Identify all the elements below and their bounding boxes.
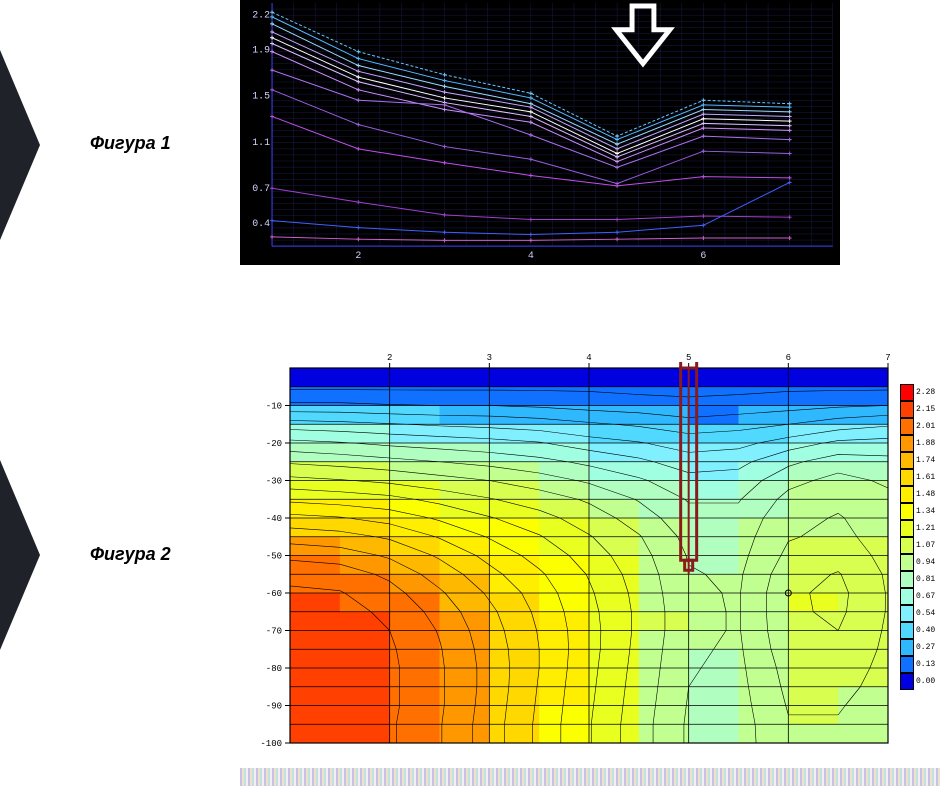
svg-text:-80: -80 — [266, 664, 282, 674]
legend-swatch — [900, 588, 914, 605]
legend-row: 1.07 — [900, 537, 940, 554]
svg-text:2: 2 — [387, 353, 392, 363]
legend-swatch — [900, 486, 914, 503]
legend-swatch — [900, 435, 914, 452]
legend-row: 0.00 — [900, 673, 940, 690]
svg-text:4: 4 — [528, 250, 534, 261]
svg-text:-10: -10 — [266, 402, 282, 412]
legend-row: 0.27 — [900, 639, 940, 656]
legend-swatch — [900, 537, 914, 554]
svg-text:1.5: 1.5 — [252, 91, 270, 102]
legend-value: 2.15 — [914, 405, 935, 414]
legend-row: 2.28 — [900, 384, 940, 401]
legend-value: 0.40 — [914, 626, 935, 635]
legend-row: 1.48 — [900, 486, 940, 503]
legend-swatch — [900, 452, 914, 469]
legend-swatch — [900, 384, 914, 401]
legend-swatch — [900, 639, 914, 656]
legend-row: 1.88 — [900, 435, 940, 452]
svg-text:1.1: 1.1 — [252, 137, 270, 148]
legend-swatch — [900, 554, 914, 571]
svg-text:6: 6 — [786, 353, 791, 363]
legend-row: 0.40 — [900, 622, 940, 639]
figure-2-legend: 2.28 2.15 2.01 1.88 1.74 1.61 1.48 1.34 1.21 1.07… — [900, 384, 940, 690]
svg-text:3: 3 — [487, 353, 492, 363]
legend-row: 0.81 — [900, 571, 940, 588]
legend-row: 1.61 — [900, 469, 940, 486]
legend-row: 0.94 — [900, 554, 940, 571]
figure-2-contour-map: 2 3 4 5 6 7 -10 -20 -30 -40 -50 -60 -70 -80 -90 -100 2.… — [240, 348, 940, 748]
legend-row: 2.01 — [900, 418, 940, 435]
svg-text:5: 5 — [686, 353, 691, 363]
figure-1-label: Фигура 1 — [90, 133, 171, 154]
svg-text:0.4: 0.4 — [252, 218, 270, 229]
legend-value: 2.28 — [914, 388, 935, 397]
legend-swatch — [900, 418, 914, 435]
legend-value: 1.61 — [914, 473, 935, 482]
page: Фигура 1 Фигура 2 0.40.71.11.51.92.2246 … — [0, 0, 940, 788]
legend-value: 0.81 — [914, 575, 935, 584]
legend-swatch — [900, 622, 914, 639]
legend-swatch — [900, 605, 914, 622]
svg-text:7: 7 — [885, 353, 890, 363]
svg-text:-60: -60 — [266, 589, 282, 599]
svg-text:-100: -100 — [260, 739, 282, 748]
legend-value: 1.34 — [914, 507, 935, 516]
svg-text:6: 6 — [700, 250, 706, 261]
legend-value: 1.74 — [914, 456, 935, 465]
legend-swatch — [900, 673, 914, 690]
decorative-noise-strip — [240, 768, 940, 786]
legend-row: 1.21 — [900, 520, 940, 537]
legend-swatch — [900, 469, 914, 486]
legend-row: 1.34 — [900, 503, 940, 520]
figure-1-line-chart: 0.4 0.7 1.1 1.5 1.9 2.2 2 4 6 — [240, 0, 840, 265]
legend-value: 0.94 — [914, 558, 935, 567]
legend-value: 1.88 — [914, 439, 935, 448]
legend-swatch — [900, 503, 914, 520]
svg-text:-90: -90 — [266, 702, 282, 712]
decorative-chevron-1 — [0, 50, 40, 240]
legend-row: 0.67 — [900, 588, 940, 605]
svg-text:2.2: 2.2 — [252, 10, 270, 21]
legend-value: 0.27 — [914, 643, 935, 652]
legend-swatch — [900, 520, 914, 537]
svg-text:2: 2 — [355, 250, 361, 261]
legend-row: 0.54 — [900, 605, 940, 622]
legend-value: 0.00 — [914, 677, 935, 686]
legend-swatch — [900, 656, 914, 673]
figure-2-label: Фигура 2 — [90, 544, 171, 565]
svg-text:-40: -40 — [266, 514, 282, 524]
legend-value: 1.48 — [914, 490, 935, 499]
svg-text:-30: -30 — [266, 477, 282, 487]
svg-text:1.9: 1.9 — [252, 44, 270, 55]
legend-value: 0.54 — [914, 609, 935, 618]
decorative-chevron-2 — [0, 460, 40, 650]
legend-value: 0.13 — [914, 660, 935, 669]
legend-swatch — [900, 571, 914, 588]
legend-row: 2.15 — [900, 401, 940, 418]
legend-value: 1.07 — [914, 541, 935, 550]
svg-text:-20: -20 — [266, 439, 282, 449]
legend-value: 0.67 — [914, 592, 935, 601]
svg-text:0.7: 0.7 — [252, 183, 270, 194]
legend-value: 1.21 — [914, 524, 935, 533]
legend-swatch — [900, 401, 914, 418]
legend-value: 2.01 — [914, 422, 935, 431]
svg-text:4: 4 — [586, 353, 591, 363]
svg-text:-70: -70 — [266, 627, 282, 637]
svg-text:-50: -50 — [266, 552, 282, 562]
legend-row: 1.74 — [900, 452, 940, 469]
legend-row: 0.13 — [900, 656, 940, 673]
